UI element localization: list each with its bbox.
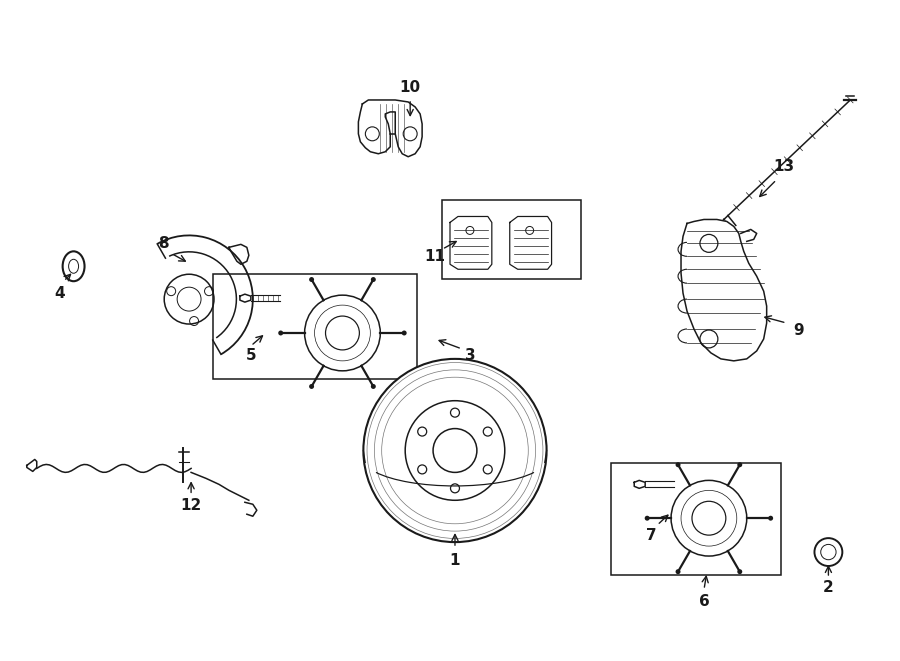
- Circle shape: [769, 516, 773, 521]
- Circle shape: [364, 359, 546, 542]
- Circle shape: [405, 401, 505, 500]
- Polygon shape: [509, 217, 552, 269]
- Circle shape: [644, 516, 650, 521]
- Bar: [611, 463, 780, 575]
- Polygon shape: [358, 100, 422, 157]
- Circle shape: [401, 330, 407, 336]
- Text: 7: 7: [646, 527, 656, 543]
- Text: 13: 13: [773, 159, 794, 175]
- Circle shape: [371, 277, 376, 282]
- Text: 6: 6: [698, 594, 709, 609]
- Circle shape: [371, 384, 376, 389]
- Text: 9: 9: [793, 323, 804, 338]
- Circle shape: [676, 569, 680, 574]
- Polygon shape: [450, 217, 491, 269]
- Bar: [442, 200, 581, 279]
- Text: 12: 12: [181, 498, 202, 513]
- Circle shape: [304, 295, 381, 371]
- Text: 10: 10: [400, 79, 420, 95]
- Text: 5: 5: [246, 348, 256, 364]
- Text: 11: 11: [425, 249, 446, 264]
- Text: 1: 1: [450, 553, 460, 568]
- Text: 3: 3: [464, 348, 475, 364]
- Circle shape: [737, 569, 742, 574]
- Text: 4: 4: [54, 286, 65, 301]
- Circle shape: [676, 462, 680, 467]
- Circle shape: [737, 462, 742, 467]
- Polygon shape: [681, 219, 767, 361]
- Bar: [213, 274, 417, 379]
- Circle shape: [278, 330, 284, 336]
- Circle shape: [671, 481, 747, 556]
- Circle shape: [309, 384, 314, 389]
- Circle shape: [814, 538, 842, 566]
- Text: 2: 2: [823, 580, 833, 596]
- Text: 8: 8: [158, 236, 168, 251]
- Circle shape: [309, 277, 314, 282]
